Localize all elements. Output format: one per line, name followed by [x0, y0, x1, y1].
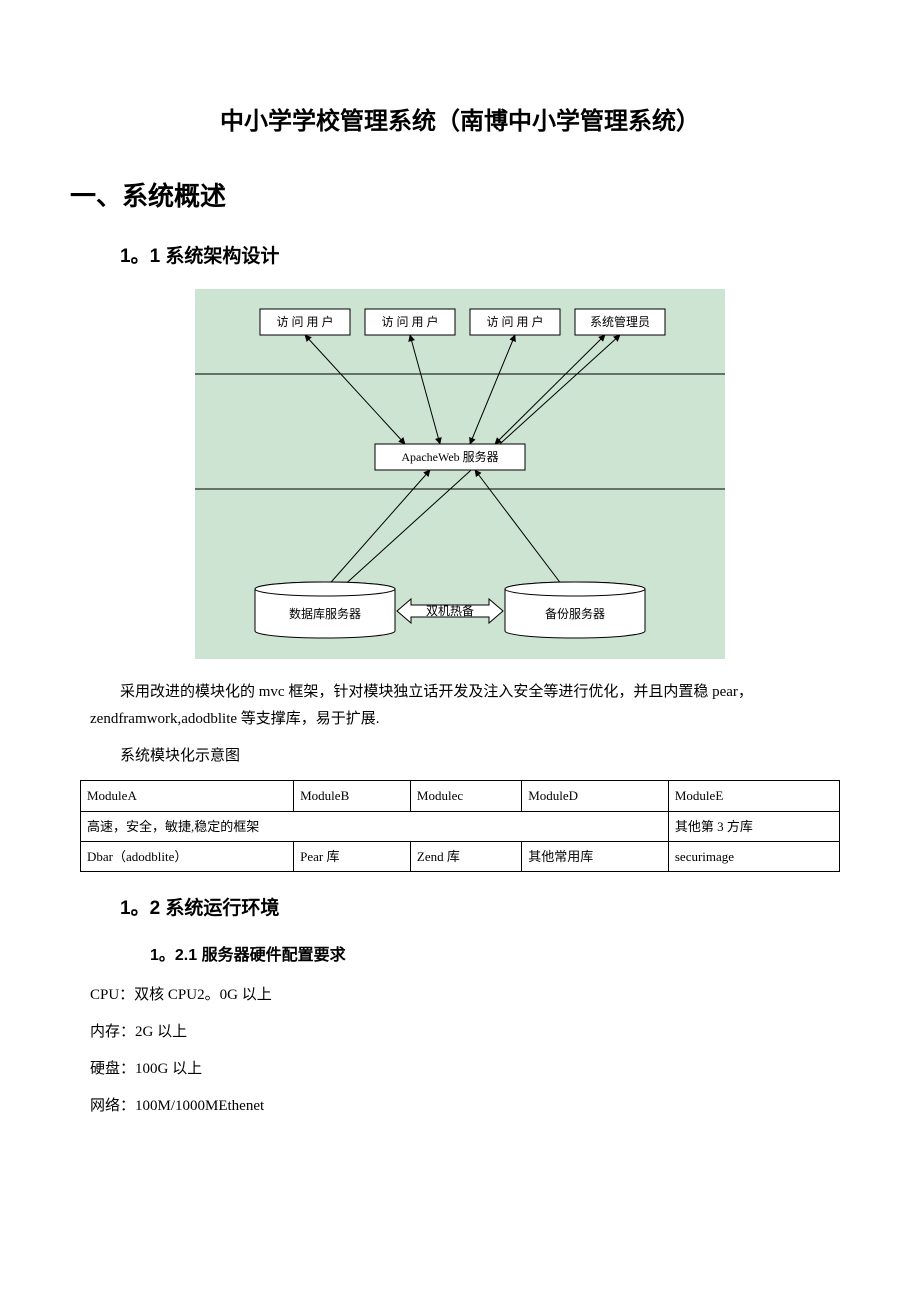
heading-section-1: 一、系统概述 — [70, 173, 850, 220]
table-cell: 其他第 3 方库 — [668, 811, 839, 841]
req-memory: 内存：2G 以上 — [90, 1019, 850, 1046]
req-network: 网络：100M/1000MEthenet — [90, 1093, 850, 1120]
table-cell: 其他常用库 — [522, 841, 669, 871]
paragraph-mvc-description: 采用改进的模块化的 mvc 框架，针对模块独立话开发及注入安全等进行优化，并且内… — [90, 679, 850, 733]
table-row: 高速，安全，敏捷,稳定的框架其他第 3 方库 — [81, 811, 840, 841]
heading-section-1-2: 1。2 系统运行环境 — [120, 892, 850, 926]
svg-text:系统管理员: 系统管理员 — [590, 314, 650, 329]
svg-text:访 问 用 户: 访 问 用 户 — [276, 314, 333, 329]
req-disk: 硬盘：100G 以上 — [90, 1056, 850, 1083]
table-cell: ModuleB — [294, 781, 411, 811]
req-cpu: CPU：双核 CPU2。0G 以上 — [90, 982, 850, 1009]
svg-text:数据库服务器: 数据库服务器 — [289, 606, 361, 621]
paragraph-module-caption: 系统模块化示意图 — [90, 743, 850, 770]
table-cell: Dbar（adodblite） — [81, 841, 294, 871]
svg-text:访 问 用 户: 访 问 用 户 — [486, 314, 543, 329]
table-cell: ModuleE — [668, 781, 839, 811]
svg-text:备份服务器: 备份服务器 — [545, 606, 605, 621]
table-cell: 高速，安全，敏捷,稳定的框架 — [81, 811, 669, 841]
table-row: ModuleAModuleBModulecModuleDModuleE — [81, 781, 840, 811]
module-table: ModuleAModuleBModulecModuleDModuleE高速，安全… — [80, 780, 840, 872]
table-row: Dbar（adodblite）Pear 库Zend 库其他常用库securima… — [81, 841, 840, 871]
table-cell: ModuleA — [81, 781, 294, 811]
document-title: 中小学学校管理系统（南博中小学管理系统） — [70, 100, 850, 143]
heading-section-1-1: 1。1 系统架构设计 — [120, 240, 850, 274]
table-cell: securimage — [668, 841, 839, 871]
svg-text:访 问 用 户: 访 问 用 户 — [381, 314, 438, 329]
table-cell: Modulec — [410, 781, 521, 811]
table-cell: Pear 库 — [294, 841, 411, 871]
architecture-diagram: 访 问 用 户 访 问 用 户 访 问 用 户 系统管理员 ApacheWeb 服务器数… — [195, 289, 725, 659]
svg-text:双机热备: 双机热备 — [426, 604, 474, 618]
table-cell: ModuleD — [522, 781, 669, 811]
svg-text:ApacheWeb 服务器: ApacheWeb 服务器 — [401, 449, 498, 464]
heading-section-1-2-1: 1。2.1 服务器硬件配置要求 — [150, 942, 850, 971]
table-cell: Zend 库 — [410, 841, 521, 871]
